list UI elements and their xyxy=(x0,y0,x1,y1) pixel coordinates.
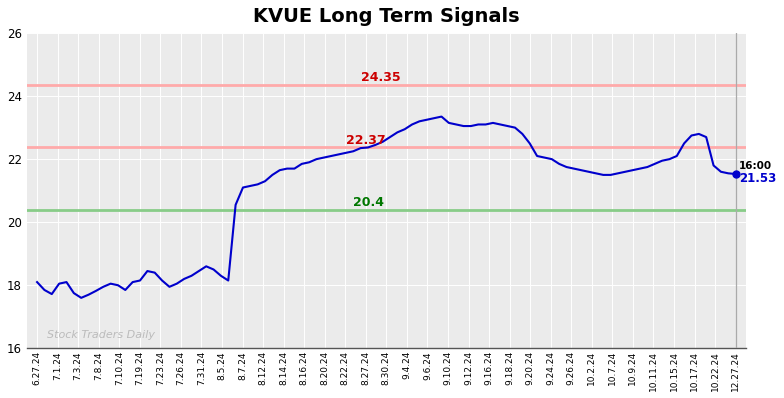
Text: 22.37: 22.37 xyxy=(347,134,386,147)
Text: Stock Traders Daily: Stock Traders Daily xyxy=(47,330,155,340)
Text: 21.53: 21.53 xyxy=(739,172,776,185)
Text: 16:00: 16:00 xyxy=(739,161,771,171)
Title: KVUE Long Term Signals: KVUE Long Term Signals xyxy=(253,7,520,26)
Text: 20.4: 20.4 xyxy=(354,196,384,209)
Text: 24.35: 24.35 xyxy=(361,71,401,84)
